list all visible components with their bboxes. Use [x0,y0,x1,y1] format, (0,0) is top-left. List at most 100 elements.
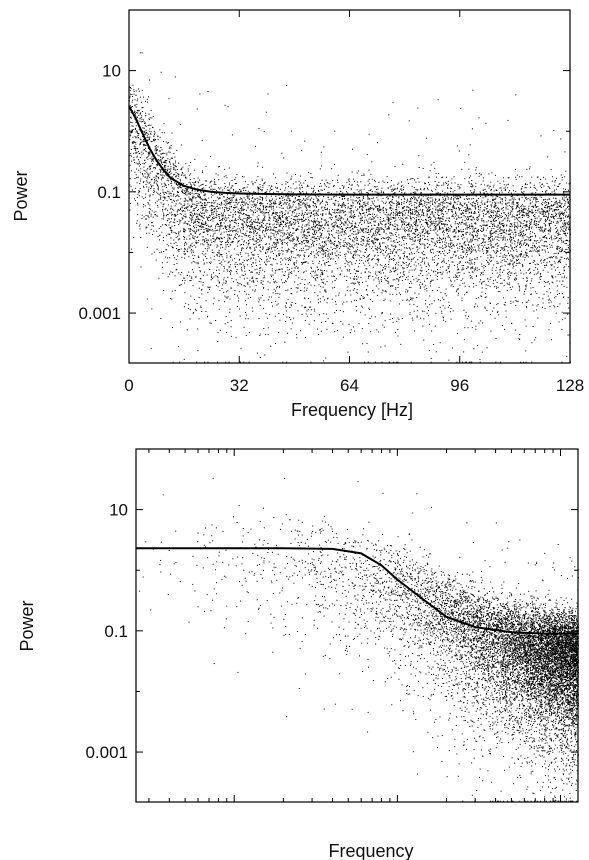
scatter-point [300,255,301,256]
scatter-point [303,232,304,233]
scatter-point [229,362,230,363]
scatter-point [497,248,498,249]
scatter-point [198,230,199,231]
scatter-point [470,228,471,229]
scatter-point [182,174,183,175]
scatter-point [490,257,491,258]
scatter-point [158,178,159,179]
scatter-point [533,197,534,198]
scatter-point [203,192,204,193]
scatter-point [238,298,239,299]
scatter-point [227,203,228,204]
scatter-point [399,303,400,304]
scatter-point [273,173,274,174]
scatter-point [439,240,440,241]
scatter-point [306,229,307,230]
scatter-point [175,76,176,77]
scatter-point [554,185,555,186]
scatter-point [361,189,362,190]
scatter-point [484,281,485,282]
scatter-point [339,226,340,227]
scatter-point [291,215,292,216]
scatter-point [135,129,136,130]
scatter-point [479,359,480,360]
scatter-point [155,146,156,147]
scatter-point [279,231,280,232]
scatter-point [346,260,347,261]
scatter-point [361,230,362,231]
scatter-point [208,240,209,241]
scatter-point [530,166,531,167]
scatter-point [215,200,216,201]
scatter-point [479,269,480,270]
scatter-point [430,286,431,287]
scatter-point [182,189,183,190]
scatter-point [568,247,569,248]
scatter-point [498,216,499,217]
scatter-point [336,251,337,252]
scatter-point [157,136,158,137]
scatter-point [183,205,184,206]
scatter-point [435,181,436,182]
scatter-point [406,262,407,263]
scatter-point [271,215,272,216]
scatter-point [381,191,382,192]
scatter-point [376,239,377,240]
scatter-point [430,197,431,198]
scatter-point [551,221,552,222]
scatter-point [131,125,132,126]
scatter-point [503,223,504,224]
scatter-point [393,246,394,247]
scatter-point [266,196,267,197]
scatter-point [398,264,399,265]
scatter-point [556,223,557,224]
scatter-point [451,240,452,241]
scatter-point [447,193,448,194]
scatter-point [354,193,355,194]
scatter-point [160,193,161,194]
scatter-point [131,156,132,157]
scatter-point [559,212,560,213]
scatter-point [292,302,293,303]
scatter-point [250,209,251,210]
scatter-point [536,227,537,228]
scatter-point [507,259,508,260]
scatter-point [136,131,137,132]
scatter-point [179,222,180,223]
scatter-point [532,226,533,227]
scatter-point [197,242,198,243]
scatter-point [481,283,482,284]
scatter-point [403,189,404,190]
scatter-point [537,317,538,318]
scatter-point [170,166,171,167]
scatter-point [240,245,241,246]
scatter-point [493,283,494,284]
scatter-point [441,223,442,224]
scatter-point [217,254,218,255]
scatter-point [207,250,208,251]
scatter-point [287,242,288,243]
scatter-point [396,262,397,263]
scatter-point [266,256,267,257]
scatter-point [291,304,292,305]
scatter-point [253,282,254,283]
scatter-point [268,248,269,249]
scatter-point [337,247,338,248]
scatter-point [259,261,260,262]
scatter-point [375,277,376,278]
scatter-point [510,259,511,260]
scatter-point [409,263,410,264]
scatter-point [549,306,550,307]
scatter-point [385,346,386,347]
scatter-point [508,215,509,216]
scatter-point [163,192,164,193]
scatter-point [177,173,178,174]
scatter-point [164,197,165,198]
scatter-point [260,197,261,198]
scatter-point [304,141,305,142]
scatter-point [471,198,472,199]
scatter-point [255,209,256,210]
scatter-point [276,183,277,184]
scatter-point [373,219,374,220]
scatter-point [179,210,180,211]
